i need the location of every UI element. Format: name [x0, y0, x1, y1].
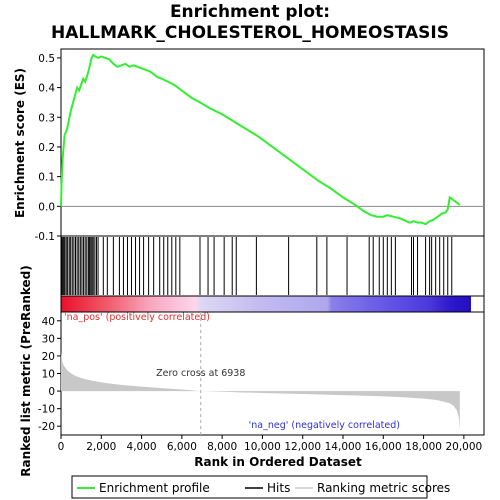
es-y-tick-label: 0.5	[38, 53, 55, 65]
zero-cross-annotation: Zero cross at 6938	[156, 368, 245, 379]
legend: Enrichment profile Hits Ranking metric s…	[71, 475, 450, 499]
metric-y-tick-label: 10	[42, 369, 55, 381]
es-y-tick-label: 0.4	[38, 83, 55, 95]
es-y-tick-label: -0.1	[35, 231, 56, 243]
legend-hits-label: Hits	[267, 481, 290, 495]
metric-y-ticks: -20 -10 0 10 20 30 40	[38, 316, 61, 433]
x-tick-label: 0	[58, 441, 65, 453]
metric-panel: -20 -10 0 10 20 30 40 0 2,000 4,000 6,000 8,000 10,…	[19, 265, 485, 477]
es-y-tick-label: 0.2	[38, 142, 55, 154]
es-panel-frame	[60, 48, 485, 237]
metric-y-tick-label: 30	[42, 333, 55, 345]
x-tick-label: 10,000	[244, 441, 281, 453]
es-y-tick-label: 0.3	[38, 112, 55, 124]
es-y-tick-label: 0.1	[38, 172, 55, 184]
metric-x-ticks: 0 2,000 4,000 6,000 8,000 10,000 12,000 14,000 1…	[58, 435, 482, 453]
es-y-axis-label: Enrichment score (ES)	[13, 68, 27, 218]
metric-y-tick-label: -10	[38, 404, 55, 416]
legend-metric-label: Ranking metric scores	[317, 481, 450, 495]
neg-correlated-annotation: 'na_neg' (negatively correlated)	[249, 420, 400, 431]
x-tick-label: 6,000	[167, 441, 197, 453]
legend-es-label: Enrichment profile	[99, 481, 210, 495]
x-tick-label: 20,000	[445, 441, 482, 453]
x-tick-label: 18,000	[405, 441, 442, 453]
x-axis-label: Rank in Ordered Dataset	[194, 455, 362, 469]
hit-lines	[61, 237, 453, 295]
metric-y-tick-label: 20	[42, 351, 55, 363]
metric-panel-frame	[60, 311, 485, 436]
x-tick-label: 12,000	[284, 441, 321, 453]
es-panel: -0.1 0.0 0.1 0.2 0.3 0.4 0.5 Enrichment score …	[13, 48, 485, 243]
metric-y-tick-label: -20	[38, 421, 55, 433]
hits-panel	[60, 235, 485, 297]
es-y-tick-label: 0.0	[38, 201, 55, 213]
metric-y-axis-label: Ranked list metric (PreRanked)	[19, 265, 33, 477]
x-tick-label: 8,000	[207, 441, 237, 453]
chart-title-line-2: HALLMARK_CHOLESTEROL_HOMEOSTASIS	[51, 23, 449, 43]
pos-correlated-annotation: 'na_pos' (positively correlated)	[64, 312, 210, 323]
es-profile-line	[60, 53, 461, 226]
chart-title-line-1: Enrichment plot:	[170, 2, 330, 22]
metric-y-tick-label: 0	[48, 386, 55, 398]
es-y-ticks: -0.1 0.0 0.1 0.2 0.3 0.4 0.5	[35, 53, 61, 243]
hits-panel-frame	[60, 235, 485, 297]
metric-area	[61, 352, 460, 430]
metric-y-tick-label: 40	[42, 316, 55, 328]
x-tick-label: 2,000	[86, 441, 116, 453]
x-tick-label: 4,000	[127, 441, 157, 453]
x-tick-label: 16,000	[365, 441, 402, 453]
rank-color-bar	[61, 296, 471, 312]
x-tick-label: 14,000	[325, 441, 362, 453]
legend-frame	[71, 475, 428, 499]
